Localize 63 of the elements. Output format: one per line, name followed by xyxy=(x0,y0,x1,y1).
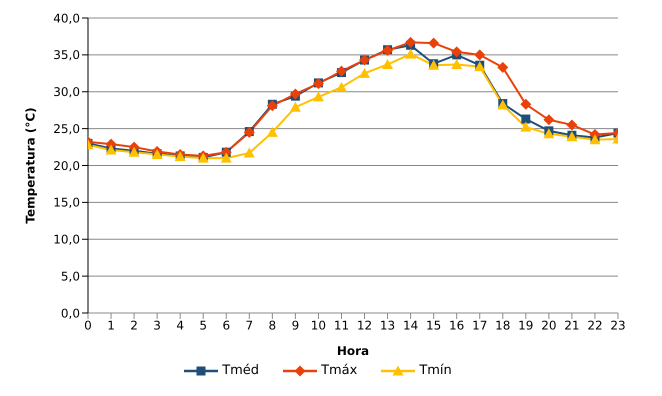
x-tick-label: 0 xyxy=(84,318,92,333)
x-tick-label: 6 xyxy=(222,318,230,333)
x-tick-label: 13 xyxy=(380,318,396,333)
y-tick-label: 5,0 xyxy=(60,269,80,284)
point xyxy=(589,134,600,144)
y-tick-label: 15,0 xyxy=(53,196,80,210)
y-tick-label: 20,0 xyxy=(53,158,80,173)
y-tick-label: 35,0 xyxy=(53,48,80,62)
x-tick-label: 2 xyxy=(130,318,138,333)
y-tick-label: 40,0 xyxy=(53,11,80,26)
point xyxy=(220,152,232,163)
point xyxy=(290,88,301,100)
point xyxy=(451,58,462,69)
x-tick-label: 3 xyxy=(153,318,161,333)
x-tick-label: 8 xyxy=(268,318,276,333)
legend-label: Tmáx xyxy=(321,363,358,378)
x-tick-label: 5 xyxy=(199,318,208,333)
y-tick-label: 25,0 xyxy=(53,122,80,136)
point xyxy=(543,114,554,126)
point xyxy=(474,49,486,60)
point xyxy=(336,82,347,92)
y-tick-label: 10,0 xyxy=(53,232,80,247)
point xyxy=(336,66,347,77)
point xyxy=(312,91,324,102)
point xyxy=(520,98,532,110)
y-axis-title: Temperatura (°C) xyxy=(23,107,38,224)
x-tick-label: 22 xyxy=(587,318,603,333)
x-axis-title: Hora xyxy=(336,344,370,358)
x-tick-label: 4 xyxy=(176,318,184,333)
x-tick-label: 7 xyxy=(245,318,254,333)
legend-label: Tmín xyxy=(419,363,452,378)
x-tick-label: 16 xyxy=(449,318,464,333)
x-tick-label: 12 xyxy=(356,318,372,333)
point xyxy=(244,147,255,158)
x-tick-label: 1 xyxy=(107,318,115,333)
point xyxy=(290,102,301,112)
point xyxy=(521,114,530,124)
point xyxy=(543,128,554,138)
x-tick-label: 10 xyxy=(310,318,326,333)
x-tick-label: 11 xyxy=(334,318,350,333)
x-tick-label: 20 xyxy=(541,318,557,333)
x-tick-label: 23 xyxy=(610,318,626,333)
point xyxy=(382,58,394,69)
point xyxy=(520,122,532,132)
x-tick-label: 14 xyxy=(402,318,418,333)
point xyxy=(266,100,278,112)
point xyxy=(266,126,278,137)
y-tick-label: 0,0 xyxy=(60,306,80,320)
legend-label: Tméd xyxy=(222,363,260,378)
point xyxy=(428,38,440,49)
x-tick-label: 15 xyxy=(426,318,442,333)
y-tick-label: 30,0 xyxy=(53,85,80,100)
point xyxy=(497,62,508,73)
point xyxy=(405,36,416,48)
x-tick-label: 19 xyxy=(518,318,534,333)
x-tick-label: 21 xyxy=(564,318,580,333)
point xyxy=(566,119,578,130)
x-tick-label: 18 xyxy=(495,318,510,333)
point xyxy=(405,48,416,59)
x-tick-label: 9 xyxy=(292,318,300,333)
point xyxy=(359,68,370,78)
x-tick-label: 17 xyxy=(472,318,488,333)
point xyxy=(451,46,462,58)
